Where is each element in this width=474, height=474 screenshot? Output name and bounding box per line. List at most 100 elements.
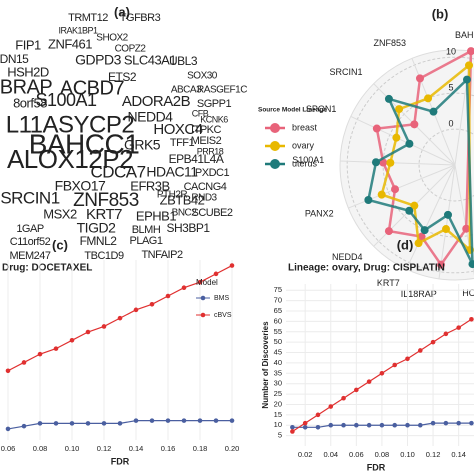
y-axis-label: Number of Discoveries <box>261 321 270 409</box>
series-point <box>341 395 346 401</box>
series-point <box>430 339 436 345</box>
x-tick-label: 0.16 <box>161 444 176 453</box>
radar-point <box>443 210 452 219</box>
series-point <box>405 422 410 428</box>
word: DN15 <box>0 52 29 66</box>
word: SLC43A1 <box>124 52 176 67</box>
radar-point <box>441 225 450 234</box>
series-point <box>133 418 139 423</box>
x-tick-label: 0.04 <box>323 450 338 459</box>
radar-point <box>395 105 404 114</box>
word: HOXC4 <box>153 121 202 138</box>
legend-label: cBVS <box>214 312 232 319</box>
y-tick-label: 10 <box>274 420 282 429</box>
word: CDCA7 <box>90 162 145 181</box>
series-point <box>101 421 107 426</box>
word: HSH2D <box>7 64 49 79</box>
series-point <box>341 422 346 428</box>
panel-label: (a) <box>114 4 130 19</box>
series-point <box>85 329 91 335</box>
word: SCUBE2 <box>191 207 232 219</box>
x-tick-label: 0.08 <box>375 450 390 459</box>
series-point <box>37 421 43 426</box>
word: ITPKC <box>191 124 221 136</box>
radar-axis-label: SRCIN1 <box>329 67 362 77</box>
radar-point <box>462 224 471 233</box>
series-point <box>21 360 27 365</box>
series-point <box>229 263 235 268</box>
word: FBXO17 <box>55 178 106 194</box>
x-tick-label: 0.02 <box>298 450 313 459</box>
word: ZNF461 <box>48 36 92 51</box>
series-point <box>430 420 436 426</box>
radar-point <box>405 206 414 215</box>
word: ADORA2B <box>122 93 191 110</box>
series-point <box>21 423 27 429</box>
radar-spoke <box>340 160 456 166</box>
word: SOX30 <box>187 71 218 82</box>
radar-axis-label: S100A1 <box>292 155 324 165</box>
word: TGFBR3 <box>120 12 161 24</box>
x-tick-label: 0.12 <box>426 450 441 459</box>
word: PXDC1 <box>195 167 230 179</box>
legend-title: Source Model Lineage <box>258 107 327 114</box>
series-point <box>392 422 398 428</box>
series-point <box>5 426 11 432</box>
y-tick-label: 15 <box>274 410 282 419</box>
word: NEDD4 <box>128 109 174 125</box>
y-tick-label: 40 <box>274 358 282 367</box>
radar-axis-label: HOXC4 <box>462 288 474 298</box>
word: SH3BP1 <box>166 221 210 235</box>
series-point <box>117 421 123 426</box>
word: PLAG1 <box>130 235 163 247</box>
word: GRK5 <box>124 137 161 153</box>
radar-point <box>465 61 474 70</box>
x-tick-label: 0.14 <box>129 444 144 453</box>
x-tick-label: 0.08 <box>33 444 48 453</box>
series-point <box>302 425 308 430</box>
word: SHOX2 <box>96 33 128 44</box>
radar-point <box>417 232 426 241</box>
word: EPHB1 <box>136 208 176 223</box>
radar-spoke <box>438 164 456 279</box>
series-point <box>149 302 155 307</box>
word: FMNL2 <box>80 234 118 248</box>
chart-title: Lineage: ovary, Drug: CISPLATIN <box>288 263 445 274</box>
x-tick-label: 0.10 <box>65 444 80 453</box>
radar-ring <box>418 128 474 202</box>
x-tick-label: 0.12 <box>97 444 112 453</box>
series-point <box>354 422 359 428</box>
radar-point <box>384 94 393 103</box>
word: BRAP <box>0 76 52 98</box>
series-point <box>165 418 171 423</box>
word: ALOX12P2 <box>7 144 133 174</box>
word: SGPP1 <box>197 98 232 110</box>
word: KCNK6 <box>200 114 228 124</box>
series-point <box>5 368 11 374</box>
word: PRR18 <box>197 146 224 156</box>
series-point <box>149 418 155 423</box>
radar-point <box>429 107 438 116</box>
y-tick-label: 65 <box>274 306 282 315</box>
series-point <box>69 421 75 426</box>
series-point <box>417 422 423 428</box>
x-tick-label: 0.14 <box>451 450 466 459</box>
x-axis-label: FDR <box>111 456 130 466</box>
panel-label: (d) <box>397 237 414 252</box>
series-point <box>101 324 107 329</box>
radar-spoke <box>350 115 456 166</box>
word: GDPD3 <box>75 52 121 68</box>
word: SRCIN1 <box>0 188 59 207</box>
radar-point <box>410 201 419 210</box>
series-point <box>197 418 203 423</box>
word: MEM247 <box>9 250 50 262</box>
series-point <box>379 422 385 428</box>
word: TFF1 <box>170 137 195 149</box>
radar-point <box>467 47 474 56</box>
radar-point <box>420 226 429 235</box>
series-point <box>213 271 219 277</box>
series-point <box>469 317 474 322</box>
word: IRAK1BP1 <box>58 25 98 35</box>
